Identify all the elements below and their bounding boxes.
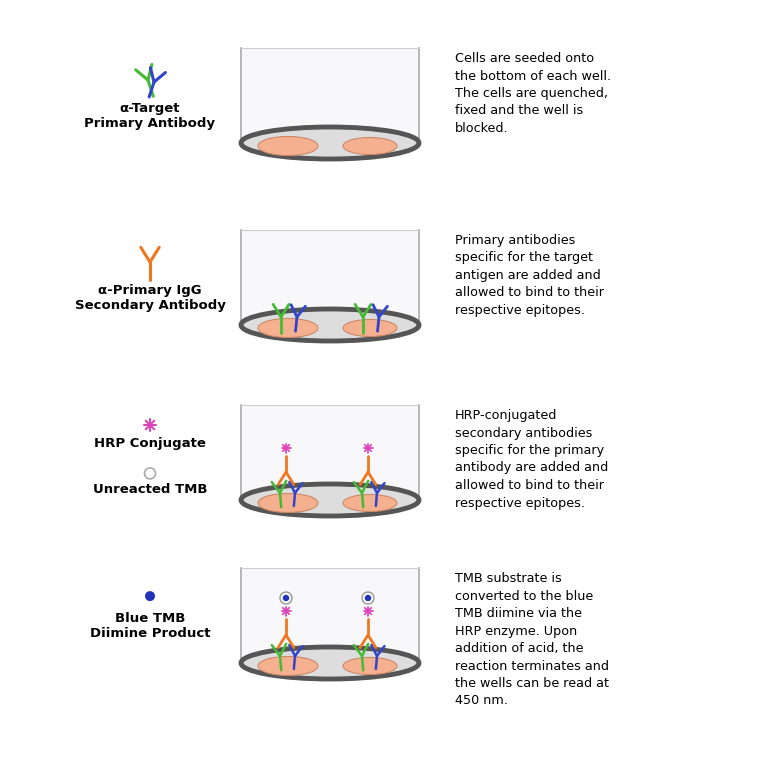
Text: α-Primary IgG
Secondary Antibody: α-Primary IgG Secondary Antibody xyxy=(75,284,225,312)
Polygon shape xyxy=(241,405,419,500)
Text: Blue TMB
Diimine Product: Blue TMB Diimine Product xyxy=(89,612,210,640)
Ellipse shape xyxy=(343,138,397,154)
Text: Cells are seeded onto
the bottom of each well.
The cells are quenched,
fixed and: Cells are seeded onto the bottom of each… xyxy=(455,52,611,135)
Ellipse shape xyxy=(241,309,419,341)
Ellipse shape xyxy=(145,591,155,601)
Text: HRP Conjugate: HRP Conjugate xyxy=(94,437,206,450)
Ellipse shape xyxy=(258,137,318,156)
Ellipse shape xyxy=(258,494,318,513)
Ellipse shape xyxy=(258,319,318,338)
Text: Unreacted TMB: Unreacted TMB xyxy=(92,484,207,497)
Ellipse shape xyxy=(258,656,318,675)
Polygon shape xyxy=(241,230,419,325)
Ellipse shape xyxy=(364,595,371,601)
Text: α-Target
Primary Antibody: α-Target Primary Antibody xyxy=(85,102,215,130)
Ellipse shape xyxy=(283,595,290,601)
Ellipse shape xyxy=(241,127,419,159)
Ellipse shape xyxy=(241,647,419,679)
Polygon shape xyxy=(241,48,419,143)
Ellipse shape xyxy=(241,484,419,516)
Ellipse shape xyxy=(343,319,397,336)
Ellipse shape xyxy=(343,494,397,512)
Ellipse shape xyxy=(343,658,397,675)
Text: TMB substrate is
converted to the blue
TMB diimine via the
HRP enzyme. Upon
addi: TMB substrate is converted to the blue T… xyxy=(455,572,609,707)
Text: HRP-conjugated
secondary antibodies
specific for the primary
antibody are added : HRP-conjugated secondary antibodies spec… xyxy=(455,409,608,510)
Polygon shape xyxy=(241,568,419,663)
Text: Primary antibodies
specific for the target
antigen are added and
allowed to bind: Primary antibodies specific for the targ… xyxy=(455,234,604,317)
